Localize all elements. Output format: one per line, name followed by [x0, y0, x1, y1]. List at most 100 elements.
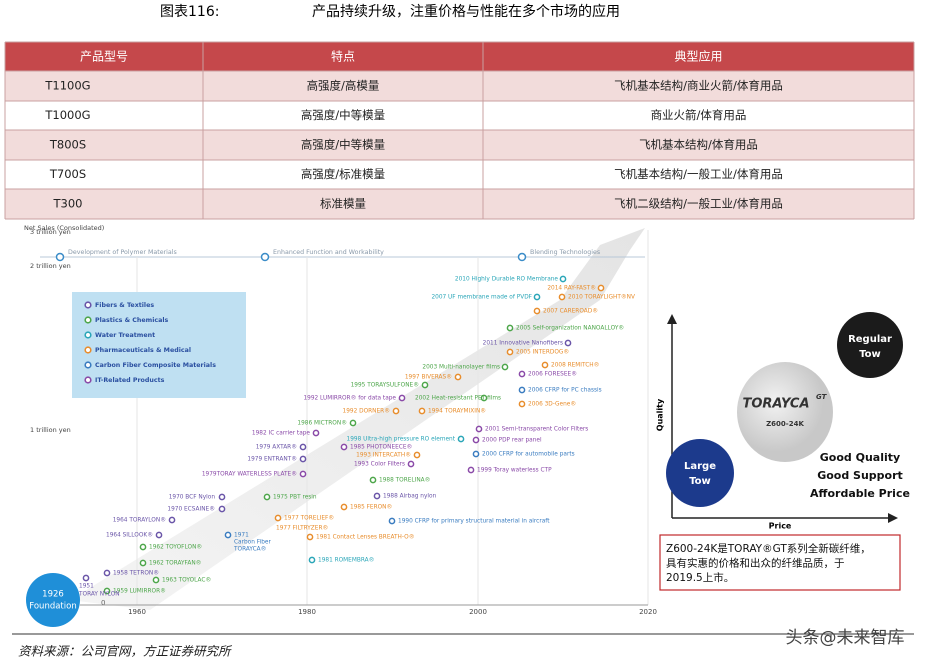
axis-title: Net Sales (Consolidated)	[24, 224, 104, 232]
y-label: 3 trillion yen	[30, 228, 71, 236]
item-label: 2005 Self-organization NANOALLOY®	[516, 325, 624, 332]
item-label: 2007 UF membrane made of PVDF	[431, 295, 532, 301]
item-label: 1999 Toray waterless CTP	[477, 468, 552, 474]
item-label: 1988 Airbag nylon	[383, 494, 437, 500]
table-cell: T700S	[49, 167, 86, 181]
item-dot	[388, 517, 396, 525]
table-cell: 高强度/标准模量	[301, 167, 385, 181]
item-dot	[407, 460, 415, 468]
table-cell: 飞机基本结构/商业火箭/体育用品	[614, 79, 783, 93]
item-dot	[506, 348, 514, 356]
table-cell: 飞机二级结构/一般工业/体育用品	[614, 197, 783, 211]
item-dot	[475, 425, 483, 433]
table-cell: 高强度/中等模量	[301, 108, 385, 122]
item-label: 2006 3D-Gene®	[528, 401, 576, 408]
item-label: 2003 Multi-nanolayer films	[422, 365, 500, 371]
regular-tow	[837, 312, 903, 378]
item-label: 2014 RAY-FAST®	[547, 285, 596, 292]
x-axis-label: Price	[769, 522, 792, 531]
table-cell: T300	[53, 197, 83, 211]
item-label: 1979 AXTAR®	[256, 444, 297, 451]
large-tow-label: Tow	[689, 476, 711, 487]
column-header: 典型应用	[674, 49, 722, 64]
legend-dot	[84, 376, 92, 384]
item-label: 2000 PDP rear panel	[482, 438, 542, 444]
item-label: 1963 TOYOLAC®	[162, 577, 211, 584]
item-dot	[312, 429, 320, 437]
timeline: Net Sales (Consolidated)3 trillion yen 2 …	[24, 224, 657, 627]
item-dot	[299, 455, 307, 463]
gt-ellipse	[737, 362, 833, 462]
item-label: 1995 TORAYSULFONE®	[351, 382, 419, 389]
y-label: 2 trillion yen	[30, 262, 71, 270]
item-dot	[168, 516, 176, 524]
item-dot	[139, 543, 147, 551]
item-dot	[152, 576, 160, 584]
item-label: 1992 DORNER®	[343, 408, 390, 415]
table-cell: T1000G	[44, 108, 90, 122]
legend-dot	[84, 316, 92, 324]
item-label: 2011 Innovative Nanofibers	[483, 341, 563, 347]
item-dot	[467, 466, 475, 474]
item-label: 2005 INTERDOG®	[516, 349, 569, 356]
figure-title: 产品持续升级，注重价格与性能在多个市场的应用	[312, 3, 620, 20]
origin-label: 0	[101, 599, 105, 607]
item-label: 1982 IC carrier tape	[252, 431, 311, 437]
table-row	[5, 71, 914, 101]
item-dot	[533, 293, 541, 301]
item-dot	[480, 394, 488, 402]
table-cell: T800S	[49, 138, 86, 152]
table-cell: 商业火箭/体育用品	[651, 108, 747, 122]
item-dot	[349, 419, 357, 427]
claim: Good Quality	[820, 451, 900, 464]
item-dot	[472, 450, 480, 458]
era-dot	[55, 252, 65, 262]
item-dot	[413, 451, 421, 459]
legend-dot	[84, 301, 92, 309]
column-header: 特点	[331, 49, 355, 64]
item-dot	[454, 373, 462, 381]
item-dot	[340, 503, 348, 511]
item-dot	[263, 493, 271, 501]
item-label: 2006 FORESEE®	[528, 371, 577, 378]
table-cell: 高强度/中等模量	[301, 138, 385, 152]
item-label: 1962 TOYOFLON®	[149, 544, 202, 551]
large-tow	[666, 439, 734, 507]
item-label: 1977 TORELIEF®	[284, 515, 334, 522]
column-header: 产品型号	[80, 50, 128, 64]
table-cell: T1100G	[44, 79, 90, 93]
note-line: 具有实惠的价格和出众的纤维品质，于	[666, 557, 845, 570]
item-label: 1964 SILLOOK®	[106, 532, 153, 539]
item-dot	[518, 400, 526, 408]
item-label: 1990 CFRP for primary structural materia…	[398, 519, 550, 525]
item-label: 1993 INTERCATH®	[356, 452, 411, 459]
item-dot	[306, 533, 314, 541]
y-label: 1 trillion yen	[30, 426, 71, 434]
regular-tow-label: Tow	[859, 349, 881, 360]
item-dot	[103, 587, 111, 595]
era-label: Enhanced Function and Workability	[273, 249, 384, 256]
item-label: 1951	[79, 584, 94, 590]
item-label: 2001 Semi-transparent Color Filters	[485, 427, 588, 433]
item-dot	[218, 493, 226, 501]
table-header	[5, 42, 914, 71]
product-panel	[666, 312, 903, 523]
era-dot	[517, 252, 527, 262]
item-label: 1981 Contact Lenses BREATH-O®	[316, 534, 415, 541]
item-dot	[597, 284, 605, 292]
legend-box	[72, 292, 246, 398]
legend-label: Water Treatment	[95, 332, 155, 339]
item-dot	[421, 381, 429, 389]
item-dot	[518, 370, 526, 378]
item-dot	[299, 443, 307, 451]
item-label: 1993 Color Filters	[354, 462, 405, 468]
legend-label: Pharmaceuticals & Medical	[95, 347, 191, 354]
item-label: 2006 CFRP for PC chassis	[528, 388, 602, 394]
regular-tow-label: Regular	[848, 334, 892, 345]
legend-label: IT-Related Products	[95, 377, 165, 384]
item-dot	[373, 492, 381, 500]
item-label: TORAYCA®	[233, 546, 266, 553]
item-dot	[559, 275, 567, 283]
foundation	[26, 573, 80, 627]
model: Z600-24K	[766, 420, 804, 428]
